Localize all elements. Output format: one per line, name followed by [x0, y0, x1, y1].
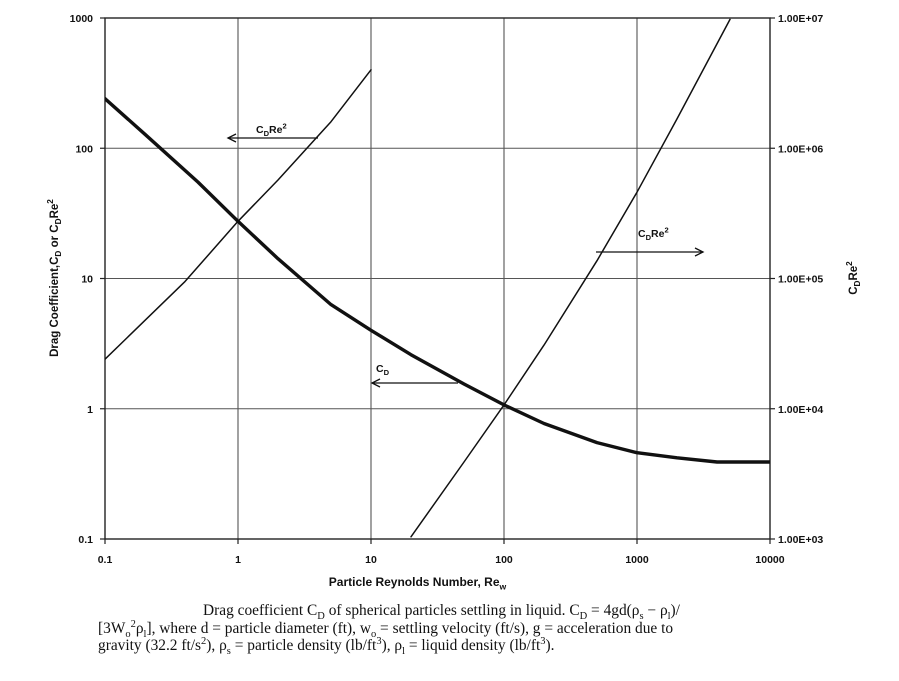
cdre2-left-curve: [105, 69, 372, 360]
annotation-arrows: [226, 133, 705, 388]
caption-line-2: [3Wo2ρl], where d = particle diameter (f…: [98, 618, 674, 640]
figure-caption: Drag coefficient CD of spherical particl…: [98, 602, 772, 658]
x-tick-label: 1: [235, 554, 241, 566]
cdre2-left-arrow-head: [226, 133, 237, 143]
y2-tick-label: 1.00E+04: [778, 404, 823, 416]
caption-line-1: Drag coefficient CD of spherical particl…: [203, 602, 680, 623]
tick-marks: [100, 17, 775, 544]
caption-line-3: gravity (32.2 ft/s2), ρs = particle dens…: [98, 635, 555, 658]
y2-tick-label: 1.00E+05: [778, 274, 823, 286]
y-axis-label: Drag Coefficient,CD or CDRe2: [46, 199, 63, 357]
cd-curve: [105, 97, 770, 464]
cdre2-right-arrow-head: [694, 247, 705, 257]
y2-tick-label: 1.00E+07: [778, 13, 823, 25]
y-tick-label: 0.1: [78, 534, 93, 546]
cd-arrow-head: [370, 378, 381, 388]
grid-lines: [105, 18, 770, 539]
drag-coefficient-chart: 0.1 1 10 100 1000 10000 0.1 1 10 100 1000 1.00E+03 1…: [46, 13, 862, 591]
y-tick-label: 1000: [70, 13, 94, 25]
y2-tick-label: 1.00E+06: [778, 143, 823, 155]
y2-axis-label: CDRe2: [845, 261, 862, 295]
y-tick-label: 10: [81, 274, 93, 286]
x-tick-label: 100: [495, 554, 513, 566]
y-tick-label: 1: [87, 404, 93, 416]
x-tick-label: 0.1: [98, 554, 113, 566]
y-tick-label: 100: [75, 143, 93, 155]
cd-annotation: CD: [376, 363, 390, 377]
y2-tick-label: 1.00E+03: [778, 534, 823, 546]
cdre2-right-annotation: CDRe2: [638, 225, 669, 242]
cdre2-right-curve: [410, 18, 731, 538]
x-tick-label: 1000: [625, 554, 649, 566]
cdre2-left-annotation: CDRe2: [256, 121, 287, 138]
x-axis-label: Particle Reynolds Number, Rew: [329, 575, 507, 591]
x-tick-label: 10000: [755, 554, 784, 566]
x-tick-label: 10: [365, 554, 377, 566]
